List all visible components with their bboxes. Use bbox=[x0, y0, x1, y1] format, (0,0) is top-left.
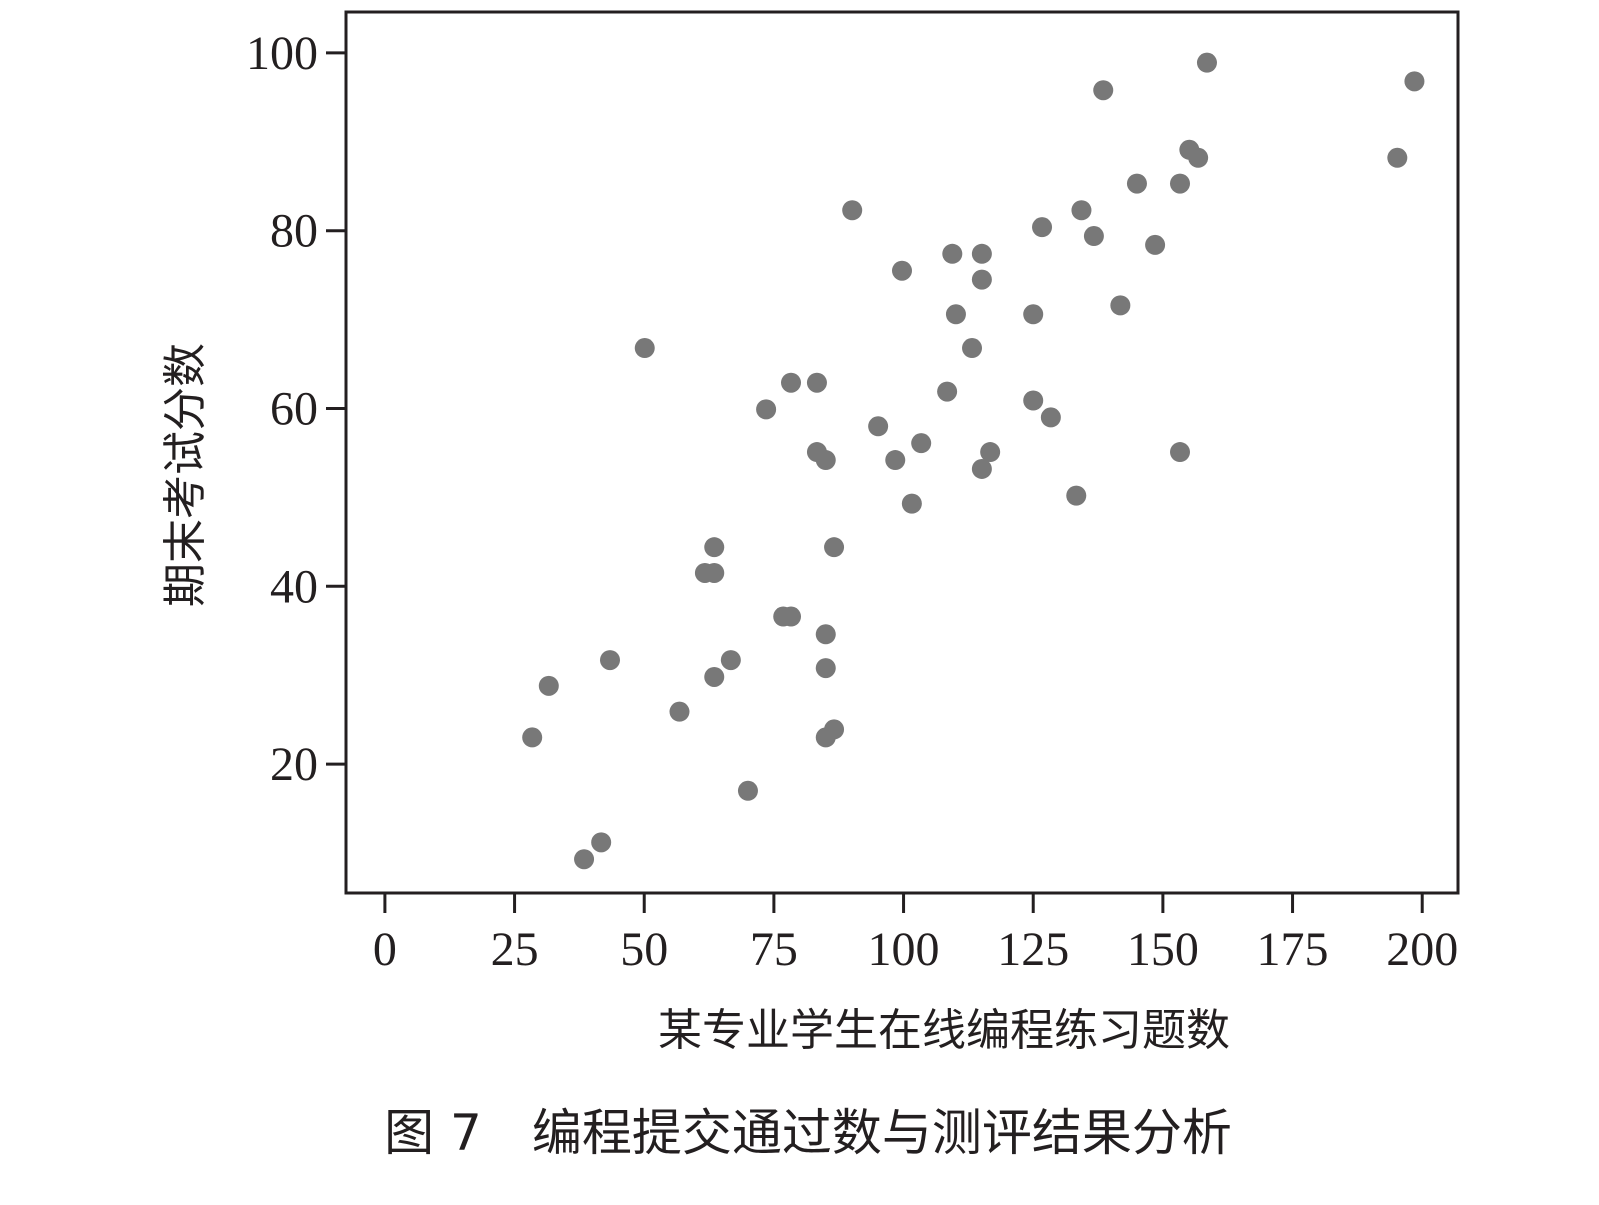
y-tick-label: 20 bbox=[270, 738, 318, 791]
point bbox=[892, 260, 912, 281]
point bbox=[781, 372, 802, 393]
point bbox=[971, 269, 992, 290]
point bbox=[781, 606, 802, 627]
point bbox=[1145, 234, 1166, 255]
point bbox=[885, 450, 906, 471]
point bbox=[868, 416, 889, 437]
point bbox=[815, 658, 836, 679]
point bbox=[1188, 147, 1209, 168]
point bbox=[1023, 304, 1044, 325]
point bbox=[937, 381, 958, 402]
point bbox=[1170, 173, 1190, 194]
point bbox=[574, 849, 595, 870]
point bbox=[634, 338, 655, 359]
y-tick-label: 60 bbox=[270, 382, 318, 435]
point bbox=[538, 675, 559, 696]
point bbox=[1023, 390, 1044, 411]
point bbox=[1126, 173, 1147, 194]
x-tick-label: 50 bbox=[620, 923, 668, 976]
point bbox=[720, 650, 741, 671]
point bbox=[824, 537, 845, 558]
point bbox=[591, 832, 612, 853]
point bbox=[942, 243, 963, 264]
x-axis-label: 某专业学生在线编程练习题数 bbox=[658, 1006, 1230, 1055]
point bbox=[971, 243, 992, 264]
point bbox=[962, 338, 983, 359]
point bbox=[1093, 80, 1114, 101]
point bbox=[806, 372, 827, 393]
x-tick-label: 100 bbox=[868, 923, 940, 976]
point bbox=[1071, 200, 1092, 221]
point bbox=[737, 780, 758, 801]
point bbox=[815, 727, 836, 748]
point bbox=[901, 493, 922, 514]
x-tick-label: 125 bbox=[997, 923, 1069, 976]
point bbox=[980, 442, 1001, 463]
caption: 图 7 编程提交通过数与测评结果分析 bbox=[384, 1104, 1232, 1162]
point bbox=[1032, 217, 1053, 238]
point bbox=[1110, 295, 1131, 316]
x-tick-label: 0 bbox=[373, 923, 397, 976]
x-tick-label: 200 bbox=[1386, 923, 1458, 976]
y-axis-label: 期末考试分数 bbox=[161, 343, 210, 607]
point bbox=[704, 562, 725, 583]
point bbox=[669, 701, 690, 722]
x-tick-label: 150 bbox=[1127, 923, 1199, 976]
y-tick-label: 100 bbox=[246, 27, 318, 80]
point bbox=[815, 624, 836, 645]
x-tick-label: 75 bbox=[750, 923, 798, 976]
point bbox=[815, 450, 836, 471]
point bbox=[756, 399, 777, 420]
plot-frame bbox=[344, 10, 1460, 895]
point bbox=[1196, 52, 1217, 73]
point bbox=[945, 304, 966, 325]
point bbox=[911, 433, 932, 454]
y-tick-label: 80 bbox=[270, 205, 318, 258]
point bbox=[704, 666, 725, 687]
point bbox=[522, 727, 543, 748]
point bbox=[599, 650, 620, 671]
point bbox=[971, 458, 992, 479]
y-tick-label: 40 bbox=[270, 560, 318, 613]
point bbox=[1040, 407, 1061, 428]
point bbox=[704, 537, 725, 558]
point bbox=[1083, 226, 1104, 247]
point bbox=[1066, 485, 1087, 506]
point bbox=[1387, 147, 1408, 168]
x-tick-label: 175 bbox=[1257, 923, 1329, 976]
point bbox=[842, 200, 863, 221]
x-tick-label: 25 bbox=[491, 923, 539, 976]
point bbox=[1404, 71, 1425, 92]
point bbox=[1170, 442, 1190, 463]
